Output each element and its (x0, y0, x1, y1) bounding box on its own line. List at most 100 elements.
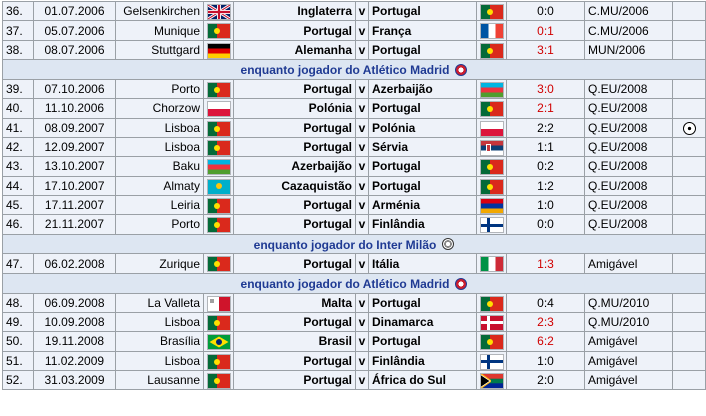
match-date: 31.03.2009 (33, 369, 116, 391)
away-team: Azerbaijão (368, 78, 477, 100)
matches-table: 36. 01.07.2006 Gelsenkirchen Inglaterra v Por… (2, 0, 706, 391)
away-flag-cell (476, 39, 507, 61)
competition: MUN/2006 (584, 39, 673, 61)
match-score: 0:4 (506, 292, 585, 313)
away-team: Portugal (368, 156, 477, 177)
match-city: Stuttgard (115, 39, 204, 61)
table-row: 48. 06.09.2008 La Valleta Malta v Portugal 0:4… (2, 292, 706, 313)
pl-flag-icon (207, 102, 230, 117)
home-flag-cell (203, 156, 234, 177)
pt-flag-icon (480, 160, 503, 175)
away-team: Portugal (368, 98, 477, 119)
match-number: 37. (2, 20, 34, 41)
competition: Q.EU/2008 (584, 117, 673, 138)
competition: Q.EU/2008 (584, 136, 673, 158)
table-row: 49. 10.09.2008 Lisboa Portugal v Dinamarca 2:3… (2, 311, 706, 333)
versus: v (355, 98, 369, 119)
it-flag-icon (480, 257, 503, 272)
fr-flag-icon (480, 24, 503, 39)
match-city: Chorzow (115, 98, 204, 119)
extra-cell (672, 369, 706, 391)
match-number: 50. (2, 331, 34, 352)
match-number: 41. (2, 117, 34, 138)
away-flag-cell (476, 350, 507, 371)
table-row: 46. 21.11.2007 Porto Portugal v Finlândia 0:0 Q… (2, 214, 706, 235)
section-header: enquanto jogador do Atlético Madrid (2, 59, 706, 80)
away-team: Arménia (368, 194, 477, 216)
competition: Q.EU/2008 (584, 98, 673, 119)
home-flag-cell (203, 39, 234, 61)
inter-milan-badge-icon (442, 238, 455, 251)
away-flag-cell (476, 175, 507, 196)
competition: Amigável (584, 253, 673, 274)
away-team: Portugal (368, 0, 477, 22)
away-flag-cell (476, 331, 507, 352)
extra-cell (672, 39, 706, 61)
match-city: Brasília (115, 331, 204, 352)
pt-flag-icon (207, 140, 230, 155)
fi-flag-icon (480, 354, 503, 369)
match-date: 01.07.2006 (33, 0, 116, 22)
match-score: 3:1 (506, 39, 585, 61)
pt-flag-icon (480, 5, 503, 19)
away-team: Polónia (368, 117, 477, 138)
extra-cell (672, 156, 706, 177)
table-row: 47. 06.02.2008 Zurique Portugal v Itália 1:3 Am… (2, 253, 706, 274)
am-flag-icon (480, 198, 503, 213)
competition: Q.MU/2010 (584, 311, 673, 333)
pt-flag-icon (207, 354, 230, 369)
table-row: 45. 17.11.2007 Leiria Portugal v Arménia 1:0 Q.… (2, 194, 706, 216)
match-score: 1:3 (506, 253, 585, 274)
match-score: 1:1 (506, 136, 585, 158)
versus: v (355, 20, 369, 41)
extra-cell (672, 98, 706, 119)
table-row: 39. 07.10.2006 Porto Portugal v Azerbaijão 3:0… (2, 78, 706, 100)
atletico-madrid-badge-icon (455, 277, 468, 290)
versus: v (355, 331, 369, 352)
home-flag-cell (203, 78, 234, 100)
pl-flag-icon (480, 121, 503, 136)
home-team: Azerbaijão (233, 156, 356, 177)
match-city: Porto (115, 214, 204, 235)
away-flag-cell (476, 311, 507, 333)
extra-cell (672, 311, 706, 333)
mt-flag-icon (207, 296, 230, 311)
away-team: Portugal (368, 331, 477, 352)
away-flag-cell (476, 156, 507, 177)
match-date: 21.11.2007 (33, 214, 116, 235)
pt-flag-icon (480, 102, 503, 117)
away-flag-cell (476, 292, 507, 313)
extra-cell (672, 292, 706, 313)
competition: Amigável (584, 369, 673, 391)
match-city: Leiria (115, 194, 204, 216)
match-date: 07.10.2006 (33, 78, 116, 100)
match-number: 38. (2, 39, 34, 61)
competition: C.MU/2006 (584, 20, 673, 41)
match-date: 10.09.2008 (33, 311, 116, 333)
match-number: 44. (2, 175, 34, 196)
match-city: Lausanne (115, 369, 204, 391)
competition: Q.EU/2008 (584, 156, 673, 177)
home-flag-cell (203, 253, 234, 274)
pt-flag-icon (480, 335, 503, 350)
home-team: Inglaterra (233, 0, 356, 22)
home-flag-cell (203, 214, 234, 235)
match-score: 6:2 (506, 331, 585, 352)
table-row: 51. 11.02.2009 Lisboa Portugal v Finlândia 1:0… (2, 350, 706, 371)
kz-flag-icon (207, 179, 230, 194)
home-team: Portugal (233, 194, 356, 216)
competition: Q.MU/2010 (584, 292, 673, 313)
match-city: Lisboa (115, 350, 204, 371)
versus: v (355, 350, 369, 371)
home-team: Portugal (233, 117, 356, 138)
match-number: 47. (2, 253, 34, 274)
versus: v (355, 0, 369, 22)
home-team: Portugal (233, 311, 356, 333)
table-row: 42. 12.09.2007 Lisboa Portugal v Sérvia 1:1 Q.E… (2, 136, 706, 158)
home-flag-cell (203, 136, 234, 158)
home-team: Portugal (233, 20, 356, 41)
pt-flag-icon (207, 218, 230, 233)
versus: v (355, 311, 369, 333)
versus: v (355, 136, 369, 158)
match-city: Gelsenkirchen (115, 0, 204, 22)
